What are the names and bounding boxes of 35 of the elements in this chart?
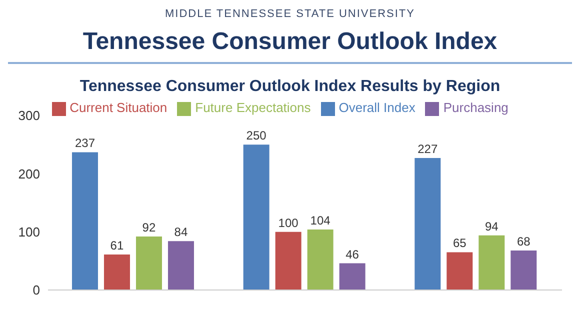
data-label: 237 [74,136,96,150]
bar [339,263,366,290]
data-label: 227 [418,142,438,156]
bar [414,158,441,290]
bar [72,152,98,290]
legend-label: Current Situation [70,100,168,115]
chart-title: Tennessee Consumer Outlook Index [8,28,572,64]
data-label: 84 [174,225,188,240]
bar [136,236,162,290]
data-label: 104 [310,214,331,228]
legend-label: Future Expectations [195,100,311,115]
y-tick-label: 100 [18,224,40,240]
bar [307,230,334,290]
data-label: 68 [516,234,531,248]
data-label: 46 [346,247,360,262]
data-label: 61 [110,238,124,253]
bar [104,254,130,290]
bar [446,252,473,290]
legend-label: Overall Index [338,100,416,115]
text: MIDDLE TENNESSEE STATE UNIVERSITY [164,8,416,20]
bar [478,235,505,290]
chart-subtitle: Tennessee Consumer Outlook Index Results by Region [78,78,502,96]
y-tick-label: 0 [32,282,40,298]
bar [510,250,537,290]
data-label: 65 [452,236,467,250]
legend-label: Purchasing [443,100,508,115]
data-label: 92 [142,220,156,235]
bar [275,232,302,290]
y-tick-label: 200 [18,166,40,182]
y-tick-label: 300 [18,108,40,124]
data-label: 100 [278,216,299,230]
bar [168,241,194,290]
bar [243,144,270,290]
data-label: 250 [246,128,267,143]
data-label: 94 [484,219,499,234]
